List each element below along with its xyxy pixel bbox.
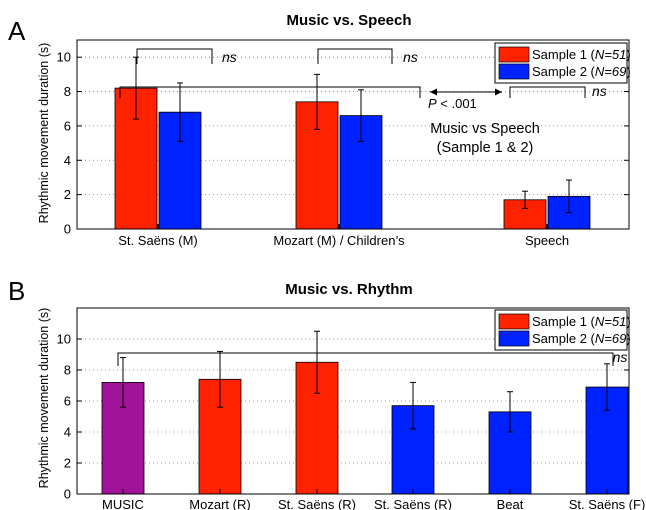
panel-b-ytick-label: 0 xyxy=(64,487,71,502)
panel-a-ytick-label: 8 xyxy=(64,84,71,99)
panel-a-ytick-label: 4 xyxy=(64,153,71,168)
legend-swatch-sample-1 xyxy=(498,313,530,330)
ns-label-mozart: ns xyxy=(403,49,418,65)
panel-a: A Music vs. Speech Rhythmic movement dur… xyxy=(8,12,631,248)
bracket-speech xyxy=(509,86,586,98)
panel-b-y-axis: 0 2 4 6 8 10 xyxy=(57,332,629,502)
panel-a-bars: St. Saëns (M) Mozart (M) / Children’s Spee… xyxy=(114,56,591,248)
panel-b: B Music vs. Rhythm Rhythmic movement dur… xyxy=(8,276,645,510)
comparison-label-line2: (Sample 1 & 2) xyxy=(437,140,534,156)
panel-b-ytick-label: 10 xyxy=(57,332,71,347)
legend-swatch-sample-1 xyxy=(498,46,530,63)
panel-b-xtick-label: St. Saëns (F) xyxy=(569,497,646,510)
ns-label-all: ns xyxy=(613,349,628,365)
panel-b-title: Music vs. Rhythm xyxy=(285,281,413,298)
panel-b-bars: MUSIC Mozart (R) St. Saëns (R) St. Saëns (R… xyxy=(101,330,646,510)
panel-a-ytick-label: 0 xyxy=(64,222,71,237)
legend-label-sample-2: Sample 2 (N=69) xyxy=(532,64,631,79)
panel-b-ytick-label: 4 xyxy=(64,425,71,440)
panel-a-ylabel: Rhythmic movement duration (s) xyxy=(37,43,51,224)
legend-swatch-sample-2 xyxy=(498,63,530,80)
legend-label-sample-2: Sample 2 (N=69) xyxy=(532,331,631,346)
bracket-all-conditions xyxy=(117,352,614,366)
panel-a-xtick-label: Mozart (M) / Children’s xyxy=(273,233,405,248)
bracket-mozart xyxy=(317,48,393,64)
panel-b-legend: Sample 1 (N=51) Sample 2 (N=69) xyxy=(494,309,631,351)
panel-a-title: Music vs. Speech xyxy=(286,12,411,29)
panel-b-xtick-label: St. Saëns (R) xyxy=(278,497,356,510)
legend-swatch-sample-2 xyxy=(498,330,530,347)
panel-a-xtick-label: Speech xyxy=(525,233,569,248)
panel-b-ytick-label: 2 xyxy=(64,456,71,471)
panel-a-ytick-label: 6 xyxy=(64,118,71,133)
panel-a-legend: Sample 1 (N=51) Sample 2 (N=69) xyxy=(494,42,631,84)
panel-a-ytick-label: 10 xyxy=(57,50,71,65)
panel-b-xtick-label: MUSIC xyxy=(102,497,144,510)
p-value-label: P < .001 xyxy=(428,96,477,111)
ns-label-speech: ns xyxy=(592,83,607,99)
legend-label-sample-1: Sample 1 (N=51) xyxy=(532,314,631,329)
panel-a-label: A xyxy=(8,16,26,46)
comparison-arrowhead-right xyxy=(495,88,502,96)
comparison-label-line1: Music vs Speech xyxy=(430,121,540,137)
panel-b-xtick-label: Mozart (R) xyxy=(189,497,250,510)
legend-label-sample-1: Sample 1 (N=51) xyxy=(532,47,631,62)
panel-b-label: B xyxy=(8,276,25,306)
panel-b-ylabel: Rhythmic movement duration (s) xyxy=(37,308,51,489)
panel-b-ytick-label: 6 xyxy=(64,394,71,409)
ns-label-st-saens: ns xyxy=(222,49,237,65)
panel-b-ytick-label: 8 xyxy=(64,363,71,378)
panel-b-plot-frame xyxy=(76,307,630,495)
bracket-st-saens xyxy=(136,48,213,64)
panel-b-xtick-label: St. Saëns (R) xyxy=(374,497,452,510)
bracket-music xyxy=(119,86,421,98)
panel-a-plot-frame xyxy=(76,39,630,230)
panel-b-xtick-label: Beat xyxy=(497,497,524,510)
comparison-arrowhead-left xyxy=(430,88,437,96)
panel-a-xtick-label: St. Saëns (M) xyxy=(118,233,197,248)
panel-b-gridlines xyxy=(77,338,629,464)
panel-a-ytick-label: 2 xyxy=(64,187,71,202)
